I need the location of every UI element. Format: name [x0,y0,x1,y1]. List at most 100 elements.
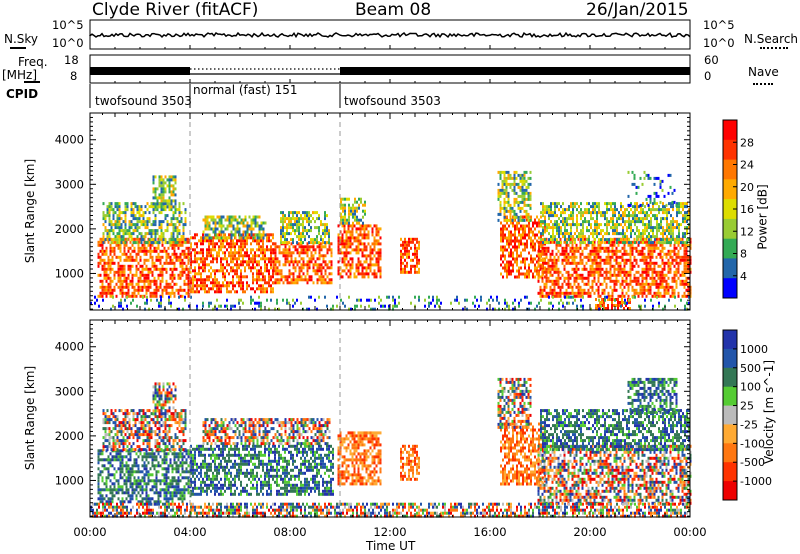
heatmap-cell [222,257,224,261]
heatmap-cell [673,264,676,268]
nsearch-tick-top: 10^5 [703,18,735,32]
heatmap-cell [228,242,230,246]
heatmap-cell [190,263,192,267]
heatmap-cell [538,236,540,240]
heatmap-cell [165,249,168,253]
heatmap-cell [250,298,252,302]
heatmap-cell [155,285,158,289]
heatmap-cell [152,229,155,233]
heatmap-cell [171,288,174,292]
heatmap-cell [230,251,232,255]
heatmap-cell [208,215,211,219]
heatmap-cell [514,245,516,249]
heatmap-cell [677,270,680,274]
heatmap-cell [154,193,157,197]
heatmap-cell [105,252,108,256]
heatmap-cell [601,291,604,295]
heatmap-cell [343,257,346,261]
heatmap-cell [220,266,222,270]
heatmap-cell [141,246,144,250]
heatmap-cell [606,205,608,209]
heatmap-cell [621,258,624,262]
heatmap-cell [156,298,158,302]
heatmap-cell [682,205,684,209]
heatmap-cell [594,205,596,209]
heatmap-cell [620,205,622,209]
heatmap-cell [674,220,676,224]
heatmap-cell [145,276,148,280]
heatmap-cell [683,249,686,253]
heatmap-cell [294,301,296,305]
heatmap-cell [505,179,508,183]
heatmap-cell [121,270,124,274]
heatmap-cell [270,284,272,288]
heatmap-cell [513,170,516,174]
heatmap-cell [109,261,112,265]
heatmap-cell [646,211,648,215]
heatmap-cell [620,214,622,218]
heatmap-cell [630,229,632,233]
heatmap-cell [222,266,224,270]
heatmap-cell [222,284,224,288]
heatmap-cell [653,249,656,253]
heatmap-cell [660,241,662,245]
heatmap-cell [683,255,686,259]
heatmap-cell [571,252,574,256]
heatmap-cell [522,215,524,219]
heatmap-cell [138,226,141,230]
heatmap-cell [348,206,350,210]
heatmap-cell [137,237,140,241]
heatmap-cell [158,205,161,209]
heatmap-cell [179,240,182,244]
heatmap-cell [643,270,646,274]
heatmap-cell [115,255,118,259]
heatmap-cell [148,205,151,209]
heatmap-cell [526,218,528,222]
heatmap-cell [172,238,175,242]
heatmap-cell [687,261,690,265]
heatmap-cell [158,196,161,200]
heatmap-cell [613,304,615,307]
heatmap-cell [519,176,522,180]
heatmap-cell [124,208,127,212]
heatmap-cell [147,267,150,271]
heatmap-cell [623,261,626,265]
heatmap-cell [671,276,674,280]
heatmap-cell [507,182,510,186]
heatmap-cell [586,238,588,242]
heatmap-cell [571,240,574,244]
heatmap-cell [537,240,540,244]
heatmap-cell [683,261,686,265]
heatmap-cell [645,294,648,298]
heatmap-cell [615,276,618,280]
heatmap-cell [202,248,204,252]
heatmap-cell [148,220,151,224]
heatmap-cell [228,224,231,228]
heatmap-cell [530,236,532,240]
heatmap-cell [236,260,238,264]
heatmap-cell [222,245,224,249]
heatmap-cell [268,248,270,252]
heatmap-cell [508,263,510,267]
heatmap-cell [538,254,540,258]
heatmap-cell [234,304,236,308]
heatmap-cell [160,304,162,308]
heatmap-cell [154,229,157,233]
heatmap-cell [512,257,514,261]
heatmap-cell [677,243,680,247]
heatmap-cell [244,239,246,243]
heatmap-cell [595,261,598,265]
heatmap-cell [609,273,612,277]
heatmap-cell [637,294,640,298]
heatmap-cell [111,279,114,283]
heatmap-cell [168,223,171,227]
heatmap-cell [661,179,664,183]
heatmap-cell [643,261,646,265]
heatmap-cell [266,269,268,273]
heatmap-cell [97,261,100,265]
heatmap-cell [139,249,142,253]
heatmap-cell [134,229,137,233]
heatmap-cell [501,182,504,186]
heatmap-cell [577,249,580,253]
heatmap-cell [610,220,612,224]
